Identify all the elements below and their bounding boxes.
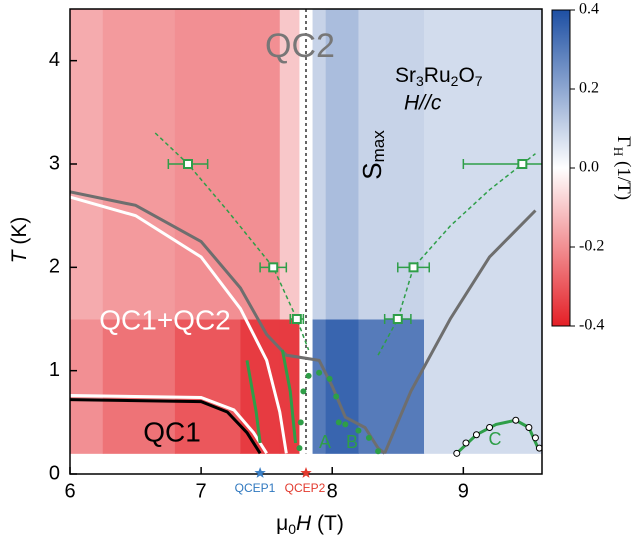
marker — [305, 372, 312, 379]
y-axis-label: T (K) — [8, 217, 31, 264]
heat-cell — [70, 319, 104, 454]
heat-cell — [325, 9, 359, 320]
curves — [70, 132, 540, 455]
marker — [268, 262, 279, 273]
colorbar-tick-label: 0.4 — [579, 1, 599, 18]
marker — [365, 434, 372, 441]
heat-cell — [102, 9, 176, 320]
cl: Γ — [613, 136, 634, 147]
xl: (T) — [311, 512, 344, 535]
annotation: QCEP2 — [285, 481, 326, 495]
annotation: B — [346, 432, 358, 452]
xl: μ — [276, 512, 288, 535]
curve — [280, 349, 298, 444]
heat-cell — [312, 9, 327, 320]
y-tick-label: 2 — [49, 256, 60, 278]
marker — [291, 314, 302, 324]
annotation: QC1+QC2 — [99, 304, 231, 335]
x-tick-label: 6 — [64, 480, 75, 502]
marker — [535, 444, 542, 452]
curve — [245, 360, 262, 444]
curve — [377, 153, 536, 356]
marker — [297, 419, 304, 426]
marker — [335, 419, 342, 426]
colorbar-label: ΓH (1/T) — [611, 136, 634, 200]
field-direction: H//c — [404, 92, 442, 115]
marker — [453, 449, 461, 457]
markers — [167, 159, 542, 457]
marker — [462, 439, 470, 447]
colorbar-tick-label: -0.2 — [579, 238, 604, 255]
heat-cell — [102, 319, 176, 454]
annotation: QC2 — [265, 27, 335, 65]
marker — [300, 388, 307, 395]
cl: (1/T) — [613, 156, 634, 200]
curve — [70, 398, 262, 455]
curve — [70, 190, 386, 455]
compound: Sr3Ru2O7 — [395, 64, 483, 89]
colorbar-tick-label: 0.2 — [579, 80, 599, 97]
c: 3 — [416, 73, 424, 89]
marker — [531, 434, 539, 442]
marker — [342, 421, 349, 428]
colorbar-tick-label: -0.4 — [579, 317, 604, 334]
annotation: A — [319, 432, 331, 452]
heat-cell — [299, 9, 314, 320]
marker — [517, 159, 528, 169]
annotation: QC1 — [143, 416, 201, 447]
axes: 6 7 8 9 0 1 2 3 4 0.4 0.2 0.0 -0.2 -0.4 — [49, 1, 604, 503]
marker — [183, 159, 193, 169]
x-tick-label: 9 — [458, 480, 469, 502]
marker — [316, 369, 323, 376]
curve — [70, 195, 288, 454]
y-tick-label: 1 — [49, 359, 60, 381]
heat-cell — [279, 9, 300, 320]
marker — [254, 467, 266, 478]
smax-s: S — [357, 162, 387, 179]
marker — [300, 467, 312, 478]
xl: H — [296, 512, 312, 535]
marker — [512, 416, 520, 424]
marker — [525, 424, 533, 431]
colorbar — [551, 9, 571, 327]
heat-cell — [312, 319, 327, 454]
curve — [154, 132, 310, 351]
curve — [70, 393, 268, 455]
colorbar-tick-label: 0.0 — [579, 159, 599, 176]
c: Ru — [424, 64, 451, 87]
x-tick-label: 7 — [196, 480, 207, 502]
marker — [326, 375, 333, 382]
annotation: QCEP1 — [235, 481, 276, 495]
annotation: C — [489, 429, 502, 449]
smax-sub: max — [369, 130, 388, 163]
c: O — [458, 64, 474, 87]
cl: H — [611, 147, 626, 156]
y-tick-label: 0 — [49, 462, 60, 484]
marker — [486, 424, 494, 431]
marker — [392, 314, 403, 324]
marker — [355, 427, 362, 434]
c: 7 — [475, 73, 483, 89]
x-axis-label: μ0H (T) — [276, 512, 344, 537]
marker — [408, 262, 419, 273]
curve — [455, 418, 540, 455]
smax-label: Smax — [357, 130, 389, 180]
heat-cell — [174, 319, 241, 454]
xl: 0 — [288, 521, 296, 537]
marker — [375, 448, 382, 455]
c: 2 — [451, 73, 459, 89]
x-tick-label: 8 — [327, 480, 338, 502]
heat-cell — [424, 319, 542, 454]
marker — [472, 431, 480, 439]
yl: (K) — [8, 217, 31, 251]
y-tick-label: 3 — [49, 152, 60, 174]
curve — [383, 209, 537, 454]
yl: T — [8, 248, 31, 263]
heat-cell — [299, 319, 314, 454]
y-tick-label: 4 — [49, 49, 60, 71]
marker — [333, 393, 340, 400]
c: Sr — [395, 64, 416, 87]
marker — [296, 445, 303, 452]
